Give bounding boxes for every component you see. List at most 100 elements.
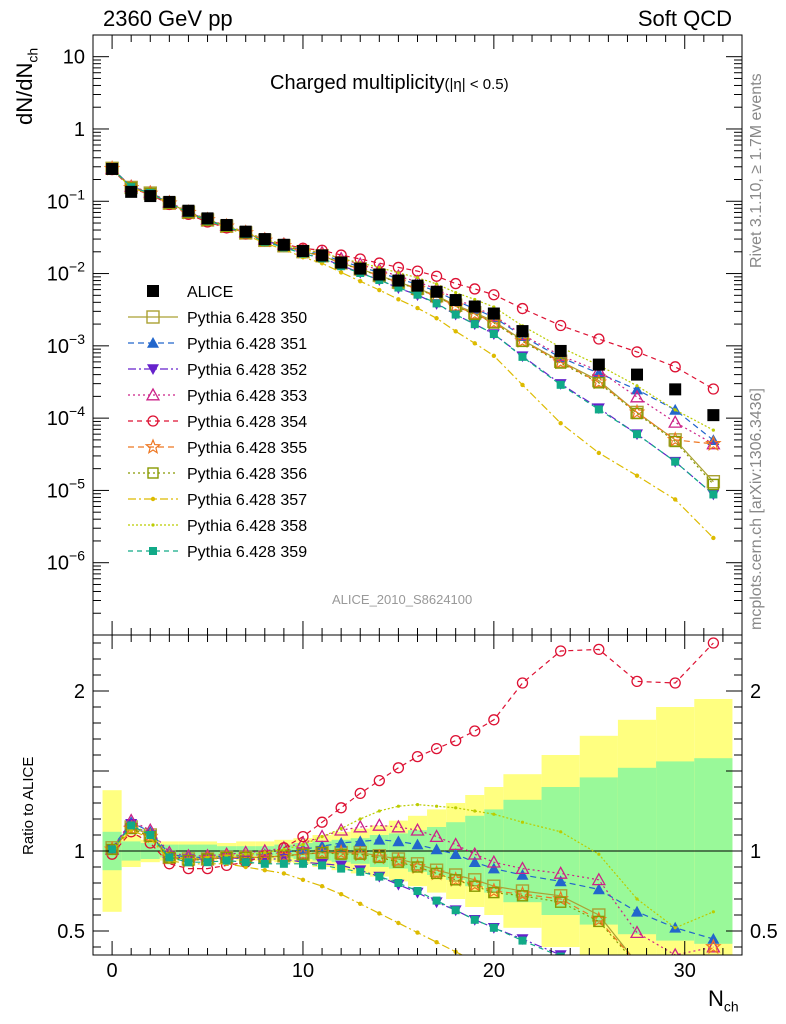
y-tick-label: 1 bbox=[74, 119, 85, 141]
series-point-359 bbox=[518, 352, 527, 361]
series-point-358 bbox=[377, 265, 381, 270]
data-point-alice bbox=[631, 368, 644, 381]
ratio-point-357 bbox=[434, 940, 439, 945]
ratio-point-353 bbox=[629, 925, 645, 939]
series-point-358 bbox=[415, 276, 420, 280]
main-plot-area bbox=[103, 159, 722, 541]
ratio-point-354 bbox=[335, 802, 347, 814]
ratio-point-356 bbox=[593, 915, 605, 928]
data-point-alice bbox=[296, 245, 309, 258]
series-point-354 bbox=[707, 383, 720, 395]
legend-label-354: Pythia 6.428 354 bbox=[187, 414, 307, 431]
series-point-357 bbox=[377, 287, 382, 293]
series-point-355 bbox=[705, 435, 722, 451]
series-point-356 bbox=[631, 407, 643, 420]
data-point-alice bbox=[392, 274, 405, 287]
legend-marker-351 bbox=[147, 337, 159, 348]
ratio-point-350 bbox=[707, 986, 719, 998]
legend-label-353: Pythia 6.428 353 bbox=[187, 388, 307, 405]
series-point-354 bbox=[555, 319, 567, 332]
data-point-alice bbox=[449, 294, 462, 307]
data-point-alice bbox=[201, 212, 214, 225]
ratio-point-353 bbox=[486, 854, 501, 868]
legend: ALICE Pythia 6.428 350 Pythia 6.428 351 Pyt… bbox=[128, 284, 307, 561]
ratio-point-357 bbox=[319, 884, 325, 889]
legend-label-350: Pythia 6.428 350 bbox=[187, 310, 307, 327]
ratio-point-359 bbox=[165, 853, 174, 862]
data-point-alice bbox=[430, 285, 443, 298]
ratio-point-353 bbox=[515, 861, 530, 875]
ratio-point-359 bbox=[413, 887, 422, 895]
ratio-point-354 bbox=[707, 637, 720, 649]
legend-marker-357 bbox=[150, 496, 156, 502]
series-point-357 bbox=[434, 316, 439, 321]
series-point-359 bbox=[556, 380, 565, 389]
x-axis-title: Nch bbox=[708, 986, 739, 1014]
ratio-point-352 bbox=[669, 990, 681, 1001]
y-tick-label: 10−5 bbox=[47, 475, 85, 502]
chart-title-text: Charged multiplicity bbox=[270, 72, 445, 94]
legend-label-alice: ALICE bbox=[187, 284, 233, 301]
ratio-point-357 bbox=[262, 868, 267, 873]
legend-label-352: Pythia 6.428 352 bbox=[187, 362, 307, 379]
x-axis-title-sub: ch bbox=[723, 998, 739, 1015]
data-point-alice bbox=[163, 195, 176, 208]
series-point-359 bbox=[470, 320, 479, 329]
series-point-351 bbox=[631, 383, 644, 395]
ratio-point-359 bbox=[260, 859, 269, 868]
series-point-359 bbox=[633, 430, 642, 439]
data-point-alice bbox=[316, 249, 329, 262]
ratio-point-353 bbox=[314, 829, 330, 843]
ratio-point-355 bbox=[705, 938, 722, 955]
ratio-point-354 bbox=[392, 762, 405, 774]
ratio-point-359 bbox=[337, 864, 346, 873]
y-tick-label: 10−3 bbox=[47, 331, 85, 358]
ratio-point-351 bbox=[468, 856, 481, 867]
data-point-alice bbox=[106, 162, 119, 175]
ratio-point-356 bbox=[392, 856, 405, 868]
data-point-alice bbox=[669, 383, 682, 396]
ratio-point-356 bbox=[316, 846, 328, 859]
ratio-point-358 bbox=[635, 897, 639, 901]
ratio-tick-label-left: 1 bbox=[74, 841, 85, 863]
ratio-point-354 bbox=[516, 677, 529, 689]
ratio-point-356 bbox=[516, 890, 529, 902]
series-point-357 bbox=[396, 297, 401, 302]
ratio-point-359 bbox=[432, 896, 441, 905]
series-point-357 bbox=[453, 329, 458, 334]
series-point-353 bbox=[668, 414, 683, 428]
ratio-point-359 bbox=[222, 856, 231, 865]
ratio-point-356 bbox=[411, 861, 424, 873]
ratio-point-358 bbox=[520, 820, 525, 824]
x-axis-title-text: N bbox=[708, 986, 724, 1011]
ratio-point-356 bbox=[335, 848, 347, 860]
series-point-358 bbox=[635, 384, 639, 388]
series-point-354 bbox=[593, 333, 605, 345]
data-point-alice bbox=[220, 218, 233, 231]
ratio-point-351 bbox=[335, 837, 348, 848]
ratio-point-352 bbox=[707, 993, 719, 1004]
ratio-point-353 bbox=[391, 819, 406, 833]
ratio-point-358 bbox=[711, 910, 715, 914]
ratio-point-357 bbox=[396, 920, 401, 926]
ratio-point-359 bbox=[146, 831, 155, 839]
ratio-point-359 bbox=[671, 991, 679, 999]
series-point-350 bbox=[706, 475, 721, 489]
ratio-point-350 bbox=[631, 957, 643, 969]
ratio-point-359 bbox=[127, 821, 136, 830]
series-line-354 bbox=[111, 169, 714, 390]
data-point-alice bbox=[516, 325, 529, 338]
series-point-356 bbox=[669, 435, 681, 448]
data-point-alice bbox=[335, 256, 348, 269]
ratio-point-359 bbox=[556, 952, 565, 955]
series-point-359 bbox=[394, 283, 403, 292]
series-point-357 bbox=[672, 497, 678, 502]
series-point-357 bbox=[338, 270, 344, 275]
analysis-id: ALICE_2010_S8624100 bbox=[332, 592, 473, 607]
ratio-point-358 bbox=[396, 804, 401, 808]
ratio-point-357 bbox=[558, 993, 562, 997]
ratio-point-359 bbox=[633, 983, 641, 991]
ratio-line-353 bbox=[111, 819, 714, 955]
data-point-alice bbox=[411, 279, 424, 292]
series-point-359 bbox=[671, 457, 680, 466]
